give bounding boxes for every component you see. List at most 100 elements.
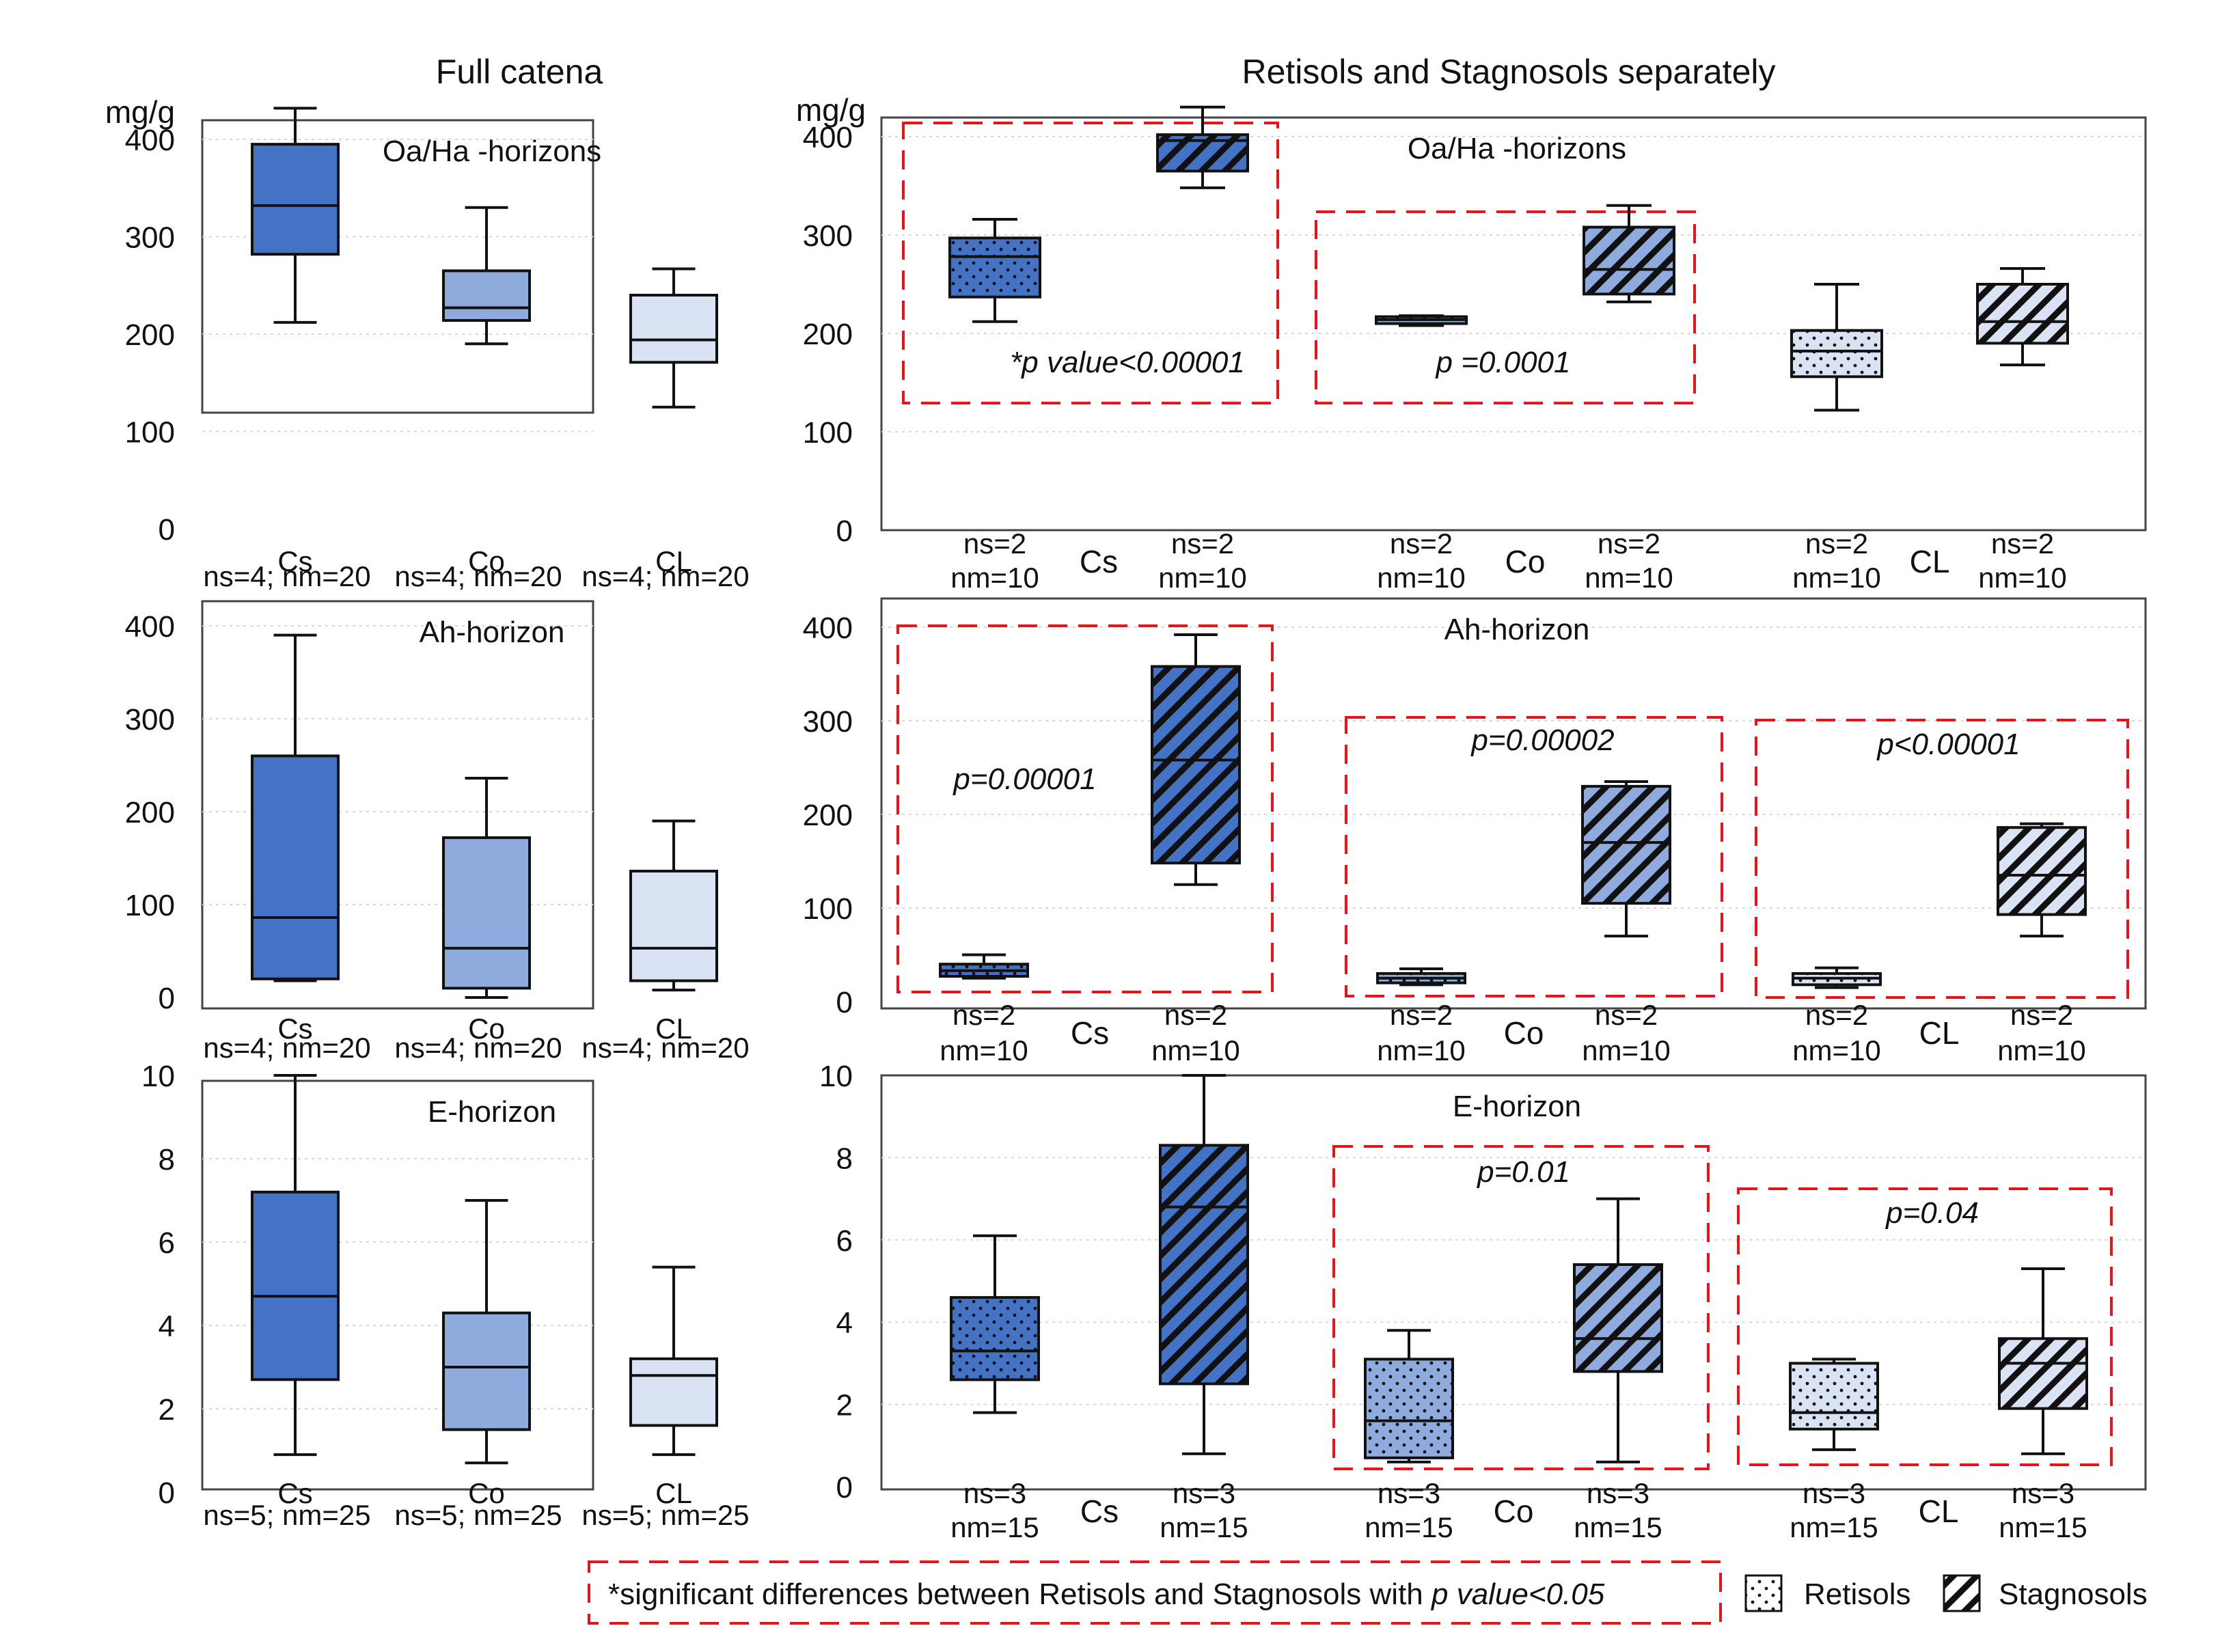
sample-count-label: ns=3 [1378, 1477, 1440, 1509]
box-body [252, 756, 338, 979]
sample-count-label: nm=10 [1582, 1034, 1671, 1066]
significance-label: p=0.00002 [1470, 724, 1614, 757]
sample-count-label: ns=5; nm=25 [394, 1499, 562, 1531]
box-pattern [951, 1297, 1039, 1380]
legend-retisols-dots [1744, 1574, 1783, 1612]
sample-count-label: nm=10 [1792, 562, 1881, 594]
sample-count-label: ns=2 [1595, 999, 1658, 1031]
group-label: Cs [1080, 544, 1118, 579]
box-body [631, 1358, 717, 1426]
sample-count-label: nm=10 [950, 562, 1039, 594]
y-tick-label: 400 [125, 610, 175, 644]
box-pattern [1790, 1363, 1878, 1429]
box-outline [251, 754, 340, 980]
right-title: Retisols and Stagnosols separately [1242, 53, 1775, 91]
box-outline [1581, 784, 1671, 905]
box-pattern [1584, 227, 1674, 294]
y-tick-label: 200 [125, 796, 175, 829]
box-co-retisols [1376, 967, 1466, 987]
box-outline [1998, 1337, 2088, 1410]
legend-note: *significant differences between Retisol… [608, 1578, 1605, 1611]
box-cs-all [251, 107, 340, 324]
sample-count-label: ns=2 [1164, 999, 1227, 1031]
box-outline [1159, 1144, 1249, 1386]
plot-R1: 0 100 200 300 400 Oa/Ha -horizons *p value<0.0… [803, 105, 2147, 594]
plot-frame-R3 [880, 1074, 2147, 1491]
box-body [252, 144, 338, 255]
sample-count-label: ns=4; nm=20 [581, 1032, 749, 1064]
significance-frame [902, 122, 1279, 404]
significance-label: p=0.00001 [952, 762, 1096, 796]
plot-R3: 0246810E-horizonp=0.01p=0.04Csns=3nm=15n… [819, 1060, 2147, 1543]
significance-label: p=0.01 [1476, 1155, 1570, 1189]
box-body [443, 271, 530, 321]
box-cl-retisols [1792, 966, 1882, 989]
sample-count-label: nm=15 [1365, 1511, 1453, 1543]
sample-count-label: nm=15 [1790, 1511, 1878, 1543]
significance-frame [1332, 1145, 1710, 1470]
group-label: CL [1919, 1493, 1959, 1529]
y-tick-label: 300 [803, 219, 853, 253]
box-cs-stagnosols [1159, 1074, 1249, 1455]
box-outline [1151, 665, 1241, 865]
box-cl-retisols [1789, 1358, 1879, 1451]
sample-count-label: nm=15 [1574, 1511, 1662, 1543]
sample-count-label: nm=15 [1160, 1511, 1248, 1543]
horizon-label: E-horizon [428, 1095, 556, 1129]
sample-count-label: nm=10 [940, 1034, 1028, 1066]
box-pattern [1574, 1264, 1662, 1372]
box-pattern [1160, 1145, 1248, 1384]
horizon-label: Ah-horizon [1444, 613, 1590, 646]
y-tick-label: 400 [125, 124, 175, 157]
sample-count-label: nm=10 [1792, 1034, 1881, 1066]
sample-count-label: nm=10 [1585, 562, 1673, 594]
y-tick-label: 100 [803, 416, 853, 450]
box-body [443, 838, 530, 989]
box-cs-retisols [950, 1234, 1040, 1414]
sample-count-label: ns=5; nm=25 [581, 1499, 749, 1531]
y-tick-label: 0 [159, 513, 175, 547]
box-cl-retisols [1790, 283, 1883, 412]
y-tick-label: 400 [803, 121, 853, 154]
sample-count-label: ns=2 [1390, 527, 1453, 560]
sample-count-label: ns=4; nm=20 [394, 1032, 562, 1064]
significance-label: p=0.04 [1885, 1196, 1979, 1230]
box-pattern [950, 238, 1040, 297]
group-label: Co [1504, 1015, 1544, 1051]
group-label: Cs [1071, 1015, 1109, 1051]
sample-count-label: nm=10 [1151, 1034, 1240, 1066]
sample-count-label: nm=10 [1377, 1034, 1466, 1066]
box-body [252, 1192, 338, 1380]
group-label: Co [468, 1477, 505, 1509]
group-label: Cs [277, 1477, 312, 1509]
box-outline [1583, 225, 1675, 296]
box-outline [629, 294, 718, 364]
y-tick-label: 100 [125, 416, 175, 450]
legend: *significant differences between Retisol… [588, 1560, 2148, 1625]
box-cs-all [251, 1074, 340, 1457]
sample-count-label: ns=2 [2010, 999, 2073, 1031]
box-cs-retisols [939, 953, 1029, 980]
sample-count-label: nm=10 [1377, 562, 1466, 594]
significance-label: p =0.0001 [1435, 346, 1571, 379]
y-tick-label: 300 [803, 705, 853, 739]
box-body [443, 1312, 530, 1430]
box-pattern [1365, 1359, 1453, 1458]
horizon-label: Oa/Ha -horizons [1408, 132, 1626, 165]
box-outline [1156, 133, 1249, 173]
box-cl-all [629, 1265, 718, 1457]
box-cs-retisols [948, 217, 1041, 323]
sample-count-label: ns=2 [1171, 527, 1234, 560]
y-tick-label: 300 [125, 221, 175, 255]
legend-retisols-label: Retisols [1804, 1578, 1911, 1611]
box-outline [1364, 1358, 1454, 1459]
box-outline [629, 1357, 718, 1427]
box-outline [1976, 283, 2069, 345]
box-outline [442, 269, 531, 322]
y-tick-label: 0 [159, 982, 175, 1015]
box-co-stagnosols [1583, 204, 1675, 303]
box-body [631, 295, 717, 363]
y-tick-label: 6 [836, 1224, 853, 1258]
box-pattern [1977, 284, 2068, 344]
